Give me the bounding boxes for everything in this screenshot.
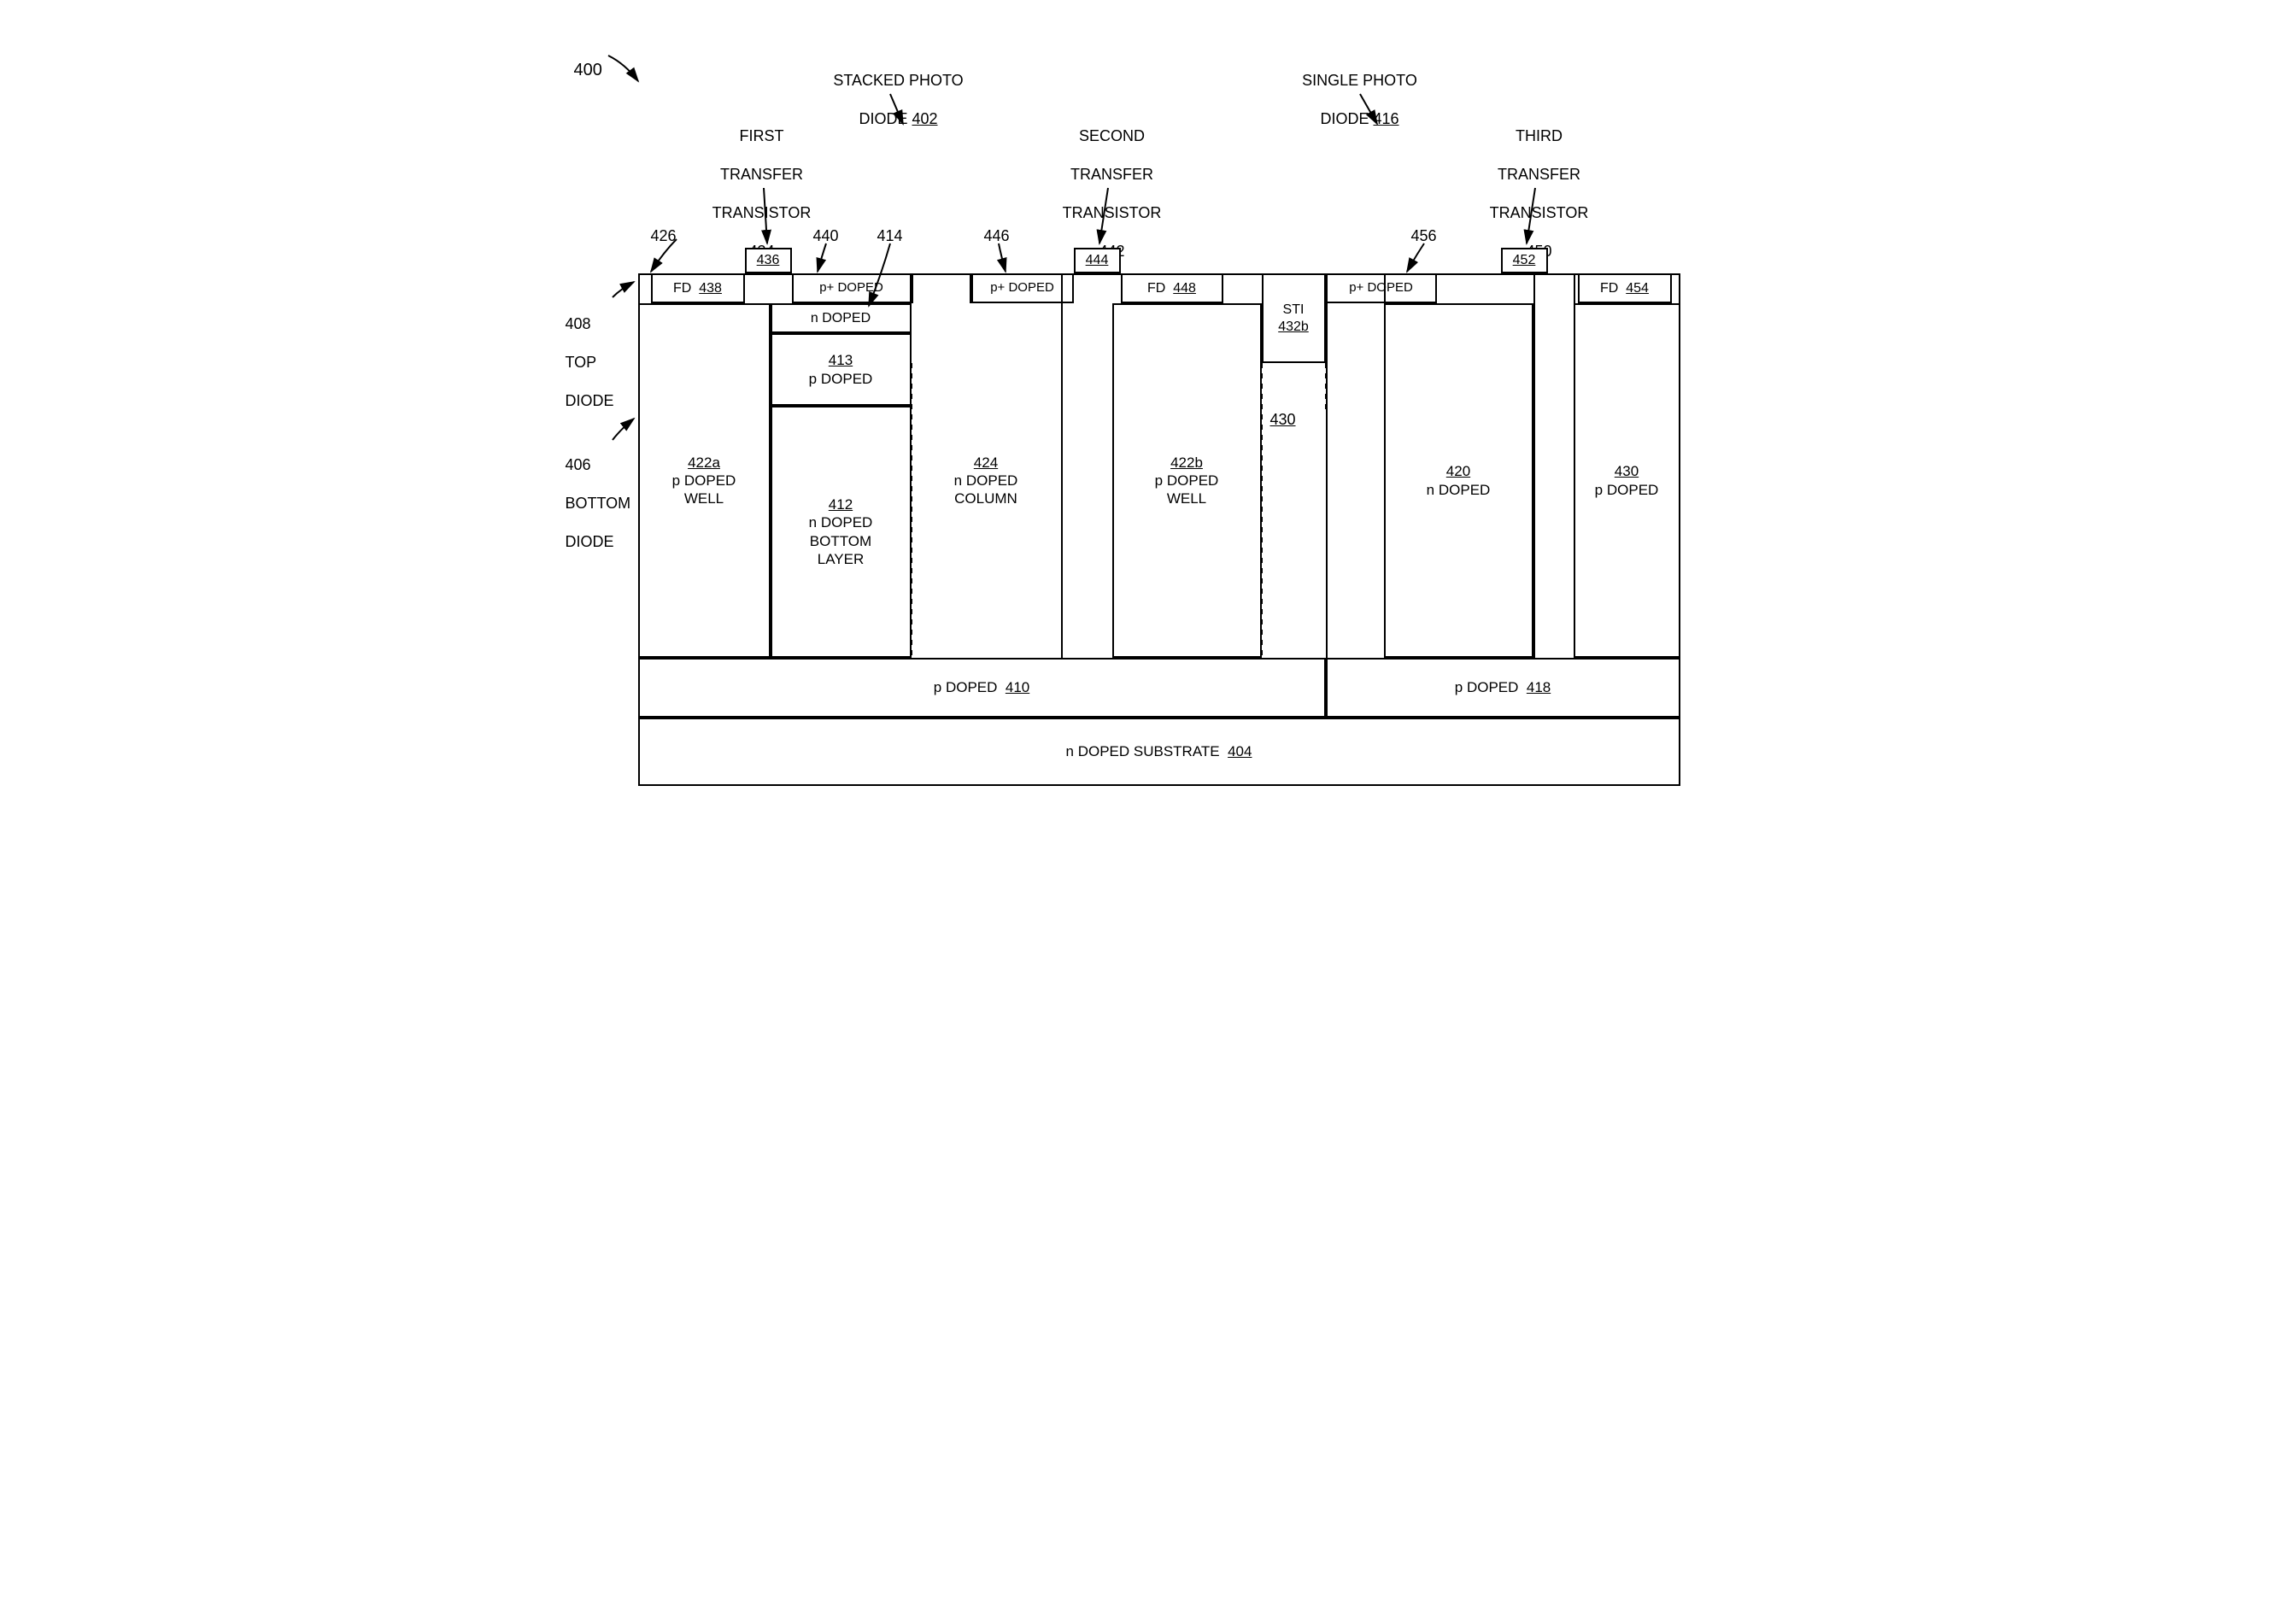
leader-426: 426 — [651, 226, 677, 246]
label-third-transfer-transistor: THIRD TRANSFER TRANSISTOR 450 — [1475, 107, 1604, 261]
surface-line — [638, 273, 1680, 275]
region-430: 430p DOPED — [1574, 303, 1680, 658]
pplus-440: p+ DOPED — [792, 273, 912, 303]
label-first-transfer-transistor: FIRST TRANSFER TRANSISTOR 434 — [698, 107, 826, 261]
label-top-diode: 408 TOP DIODE — [566, 295, 634, 410]
region-sti-432b: STI432b — [1262, 273, 1326, 363]
fd-454: FD 454 — [1578, 273, 1672, 303]
vline-890 — [1326, 273, 1328, 658]
vline-1180t — [1574, 273, 1575, 303]
region-412: 412n DOPEDBOTTOMLAYER — [771, 406, 912, 658]
leader-456: 456 — [1411, 226, 1437, 246]
label-stacked-photo-diode: STACKED PHOTO DIODE 402 — [813, 51, 984, 128]
gate-452: 452 — [1501, 248, 1548, 273]
leader-446: 446 — [984, 226, 1010, 246]
region-422a: 422ap DOPEDWELL — [638, 303, 771, 658]
region-414-ndoped: n DOPED — [771, 303, 912, 333]
gate-436: 436 — [745, 248, 792, 273]
region-413: 413p DOPED — [771, 333, 912, 406]
region-420: 420n DOPED — [1384, 303, 1533, 658]
label-second-transfer-transistor: SECOND TRANSFER TRANSISTOR 442 — [1048, 107, 1176, 261]
pplus-456: p+ DOPED — [1326, 273, 1437, 303]
leader-430: 430 — [1270, 410, 1296, 430]
vline-958t — [1384, 273, 1386, 303]
region-422b: 422bp DOPEDWELL — [1112, 303, 1262, 658]
region-424: 424n DOPEDCOLUMN — [912, 303, 1061, 658]
gate-444: 444 — [1074, 248, 1121, 273]
p-doped-418: p DOPED 418 — [1326, 658, 1680, 718]
vline-1133 — [1533, 273, 1535, 658]
fd-438: FD 438 — [651, 273, 745, 303]
cross-section-diagram: 400 STACKED PHOTO DIODE 402 SINGLE PHOTO… — [566, 34, 1710, 846]
substrate-404: n DOPED SUBSTRATE 404 — [638, 718, 1680, 786]
label-single-photo-diode: SINGLE PHOTO DIODE 416 — [1275, 51, 1445, 128]
leader-440: 440 — [813, 226, 839, 246]
figure-ref: 400 — [574, 38, 602, 81]
label-bottom-diode: 406 BOTTOM DIODE — [566, 436, 634, 551]
vline-580 — [1061, 273, 1063, 658]
pplus-446: p+ DOPED — [971, 273, 1074, 303]
fd-448: FD 448 — [1121, 273, 1223, 303]
leader-414: 414 — [877, 226, 903, 246]
p-doped-410: p DOPED 410 — [638, 658, 1326, 718]
